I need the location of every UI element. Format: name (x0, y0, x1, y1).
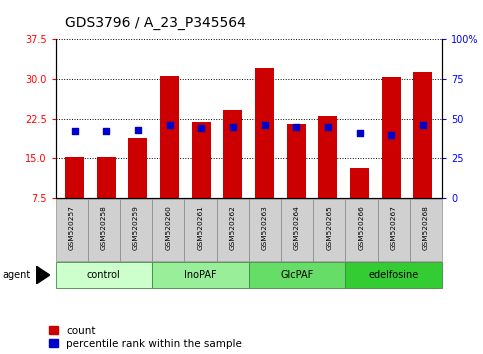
Text: control: control (87, 270, 121, 280)
Text: GSM520261: GSM520261 (198, 205, 203, 250)
Bar (313, 199, 345, 261)
Bar (152, 199, 185, 261)
Point (198, 125, 205, 131)
Text: GSM520264: GSM520264 (294, 205, 300, 250)
Point (356, 130, 364, 136)
Bar (255, 68, 274, 198)
Text: GSM520265: GSM520265 (326, 205, 332, 250)
Text: agent: agent (2, 270, 30, 280)
Bar (65, 157, 84, 198)
Bar (249, 199, 281, 261)
Text: GSM520268: GSM520268 (423, 205, 429, 250)
Text: GSM520266: GSM520266 (358, 205, 365, 250)
Text: GDS3796 / A_23_P345564: GDS3796 / A_23_P345564 (65, 16, 246, 30)
Bar (378, 199, 410, 261)
Text: GSM520262: GSM520262 (229, 205, 236, 250)
Text: edelfosine: edelfosine (369, 270, 419, 280)
Text: GSM520263: GSM520263 (262, 205, 268, 250)
Point (292, 124, 300, 130)
Text: GSM520257: GSM520257 (69, 205, 75, 250)
Bar (350, 168, 369, 198)
Bar (410, 199, 442, 261)
Text: GSM520260: GSM520260 (165, 205, 171, 250)
Point (134, 127, 142, 133)
Point (229, 124, 237, 130)
Point (71, 129, 78, 134)
Bar (382, 77, 401, 198)
Bar (413, 73, 432, 198)
Bar (128, 138, 147, 198)
Bar (281, 199, 313, 261)
Bar (56, 262, 152, 288)
Legend: count, percentile rank within the sample: count, percentile rank within the sample (49, 326, 242, 349)
Bar (318, 116, 338, 198)
Bar (152, 262, 249, 288)
Bar (160, 76, 179, 198)
Point (387, 132, 395, 137)
Bar (185, 199, 216, 261)
Point (102, 129, 110, 134)
Bar (97, 157, 116, 198)
Point (324, 124, 332, 130)
Point (166, 122, 173, 128)
Bar (192, 122, 211, 198)
Text: GSM520267: GSM520267 (391, 205, 397, 250)
Text: InoPAF: InoPAF (184, 270, 217, 280)
Bar (345, 199, 378, 261)
Bar (56, 199, 88, 261)
Bar (345, 262, 442, 288)
Bar (249, 262, 345, 288)
Bar (216, 199, 249, 261)
Text: GlcPAF: GlcPAF (281, 270, 313, 280)
Text: GSM520259: GSM520259 (133, 205, 139, 250)
Bar (224, 110, 242, 198)
Text: GSM520258: GSM520258 (101, 205, 107, 250)
Bar (88, 199, 120, 261)
Polygon shape (36, 266, 50, 284)
Bar (287, 124, 306, 198)
Point (419, 122, 427, 128)
Point (261, 122, 269, 128)
Bar (120, 199, 152, 261)
